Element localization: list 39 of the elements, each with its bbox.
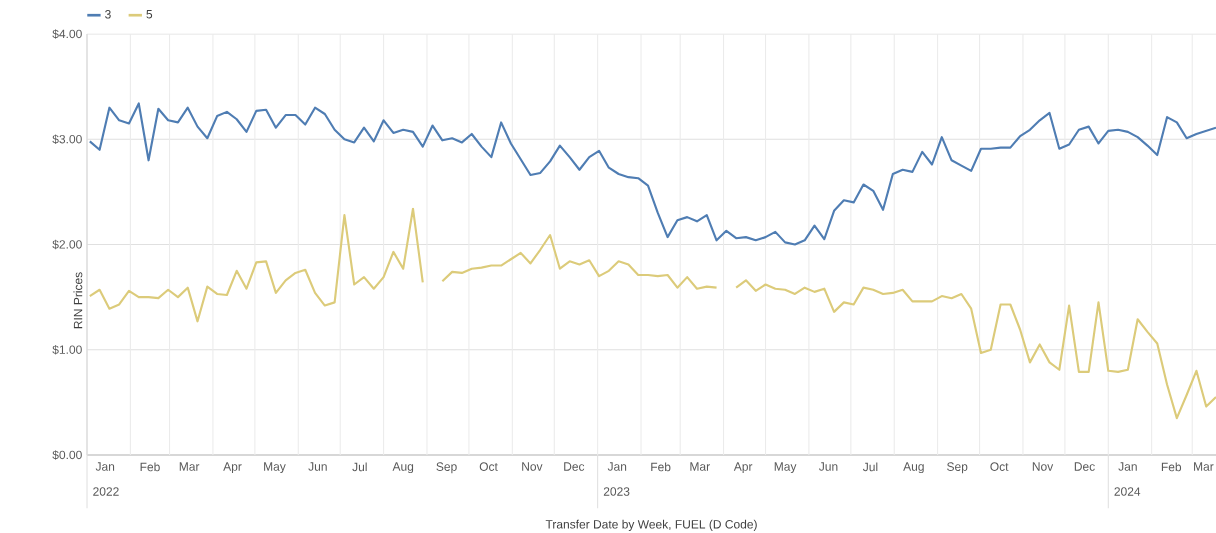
x-tick-label: Mar (1194, 462, 1214, 471)
x-axis-title: Transfer Date by Week, FUEL (D Code) (545, 519, 757, 531)
text: 2022 (93, 487, 119, 496)
x-tick-label: Jan (95, 462, 115, 471)
x-tick-label: Jul (352, 462, 367, 472)
x-tick-label: Mar (690, 462, 710, 471)
x-tick-label: Aug (392, 462, 414, 474)
x-tick-label: Apr (733, 462, 753, 474)
x-tick-label: Sep (947, 462, 968, 474)
x-tick-label: Jan (607, 462, 627, 471)
legend-label: 3 (105, 10, 111, 19)
x-tick-label: Jun (819, 462, 838, 471)
legend-label: 5 (146, 10, 153, 19)
x-tick-label: Jan (1118, 462, 1137, 471)
x-tick-label: Mar (179, 462, 200, 471)
x-tick-label: Nov (1032, 462, 1054, 471)
x-tick-label: Jul (862, 462, 878, 472)
x-tick-label: Oct (479, 462, 498, 471)
x-tick-label: Feb (651, 462, 671, 472)
x-tick-label: May (774, 462, 797, 474)
y-tick-label: $4.00 (52, 29, 82, 39)
x-tick-label: Oct (990, 462, 1009, 471)
y-tick-label: $3.00 (52, 134, 82, 145)
x-tick-label: Aug (903, 462, 924, 474)
text: 2024 (1114, 487, 1141, 496)
y-tick-label: $0.00 (52, 450, 82, 460)
x-tick-label: Nov (522, 462, 543, 471)
y-tick-label: $2.00 (52, 239, 82, 250)
y-tick-label: $1.00 (52, 344, 82, 355)
x-tick-label: Feb (140, 462, 160, 472)
x-tick-label: Feb (1161, 462, 1182, 472)
x-tick-label: Jun (308, 462, 327, 471)
text: 2023 (603, 487, 630, 496)
x-tick-label: Dec (564, 462, 585, 471)
x-tick-label: Dec (1074, 462, 1095, 471)
x-tick-label: May (264, 462, 286, 474)
x-tick-label: Sep (436, 462, 457, 474)
x-tick-label: Apr (223, 462, 242, 474)
y-axis-title: RIN Prices (73, 272, 83, 329)
